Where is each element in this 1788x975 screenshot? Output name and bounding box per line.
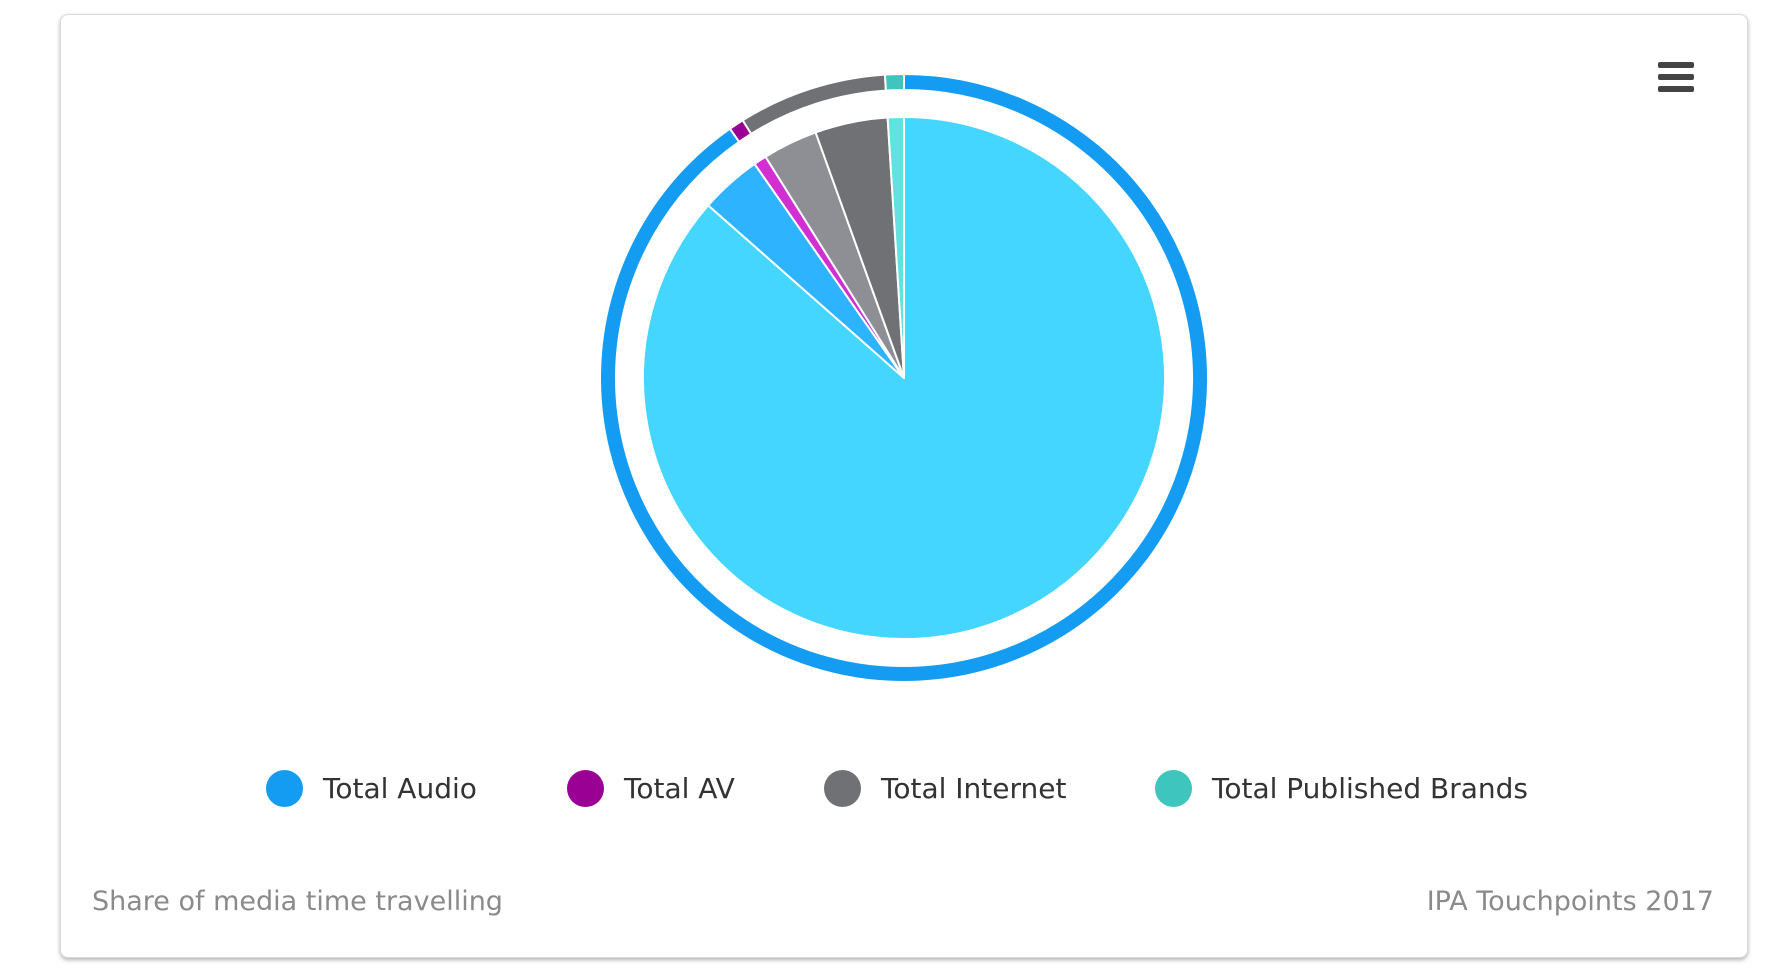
hamburger-menu-icon	[1658, 62, 1694, 68]
chart-source: IPA Touchpoints 2017	[1426, 886, 1714, 917]
legend-marker	[1155, 769, 1192, 807]
legend-marker	[266, 769, 303, 807]
chart-legend: Total Audio Total AV Total Internet Tota…	[0, 764, 1788, 812]
legend-item-total-audio[interactable]: Total Audio	[266, 764, 477, 812]
legend-label: Total Audio	[323, 771, 477, 805]
legend-item-total-av[interactable]: Total AV	[567, 764, 735, 812]
legend-item-total-published-brands[interactable]: Total Published Brands	[1155, 764, 1528, 812]
pie-slice[interactable]	[886, 116, 905, 379]
legend-marker	[824, 769, 861, 807]
legend-label: Total Internet	[881, 771, 1067, 805]
legend-label: Total Published Brands	[1212, 771, 1528, 805]
chart-caption: Share of media time travelling	[92, 886, 503, 917]
hamburger-menu-icon-bar	[1658, 74, 1694, 80]
chart-menu-button[interactable]	[1646, 48, 1706, 106]
ring-segment[interactable]	[883, 73, 905, 92]
legend-label: Total AV	[624, 771, 735, 805]
legend-item-total-internet[interactable]: Total Internet	[824, 764, 1066, 812]
legend-marker	[567, 769, 604, 807]
hamburger-menu-icon-bar	[1658, 86, 1694, 92]
